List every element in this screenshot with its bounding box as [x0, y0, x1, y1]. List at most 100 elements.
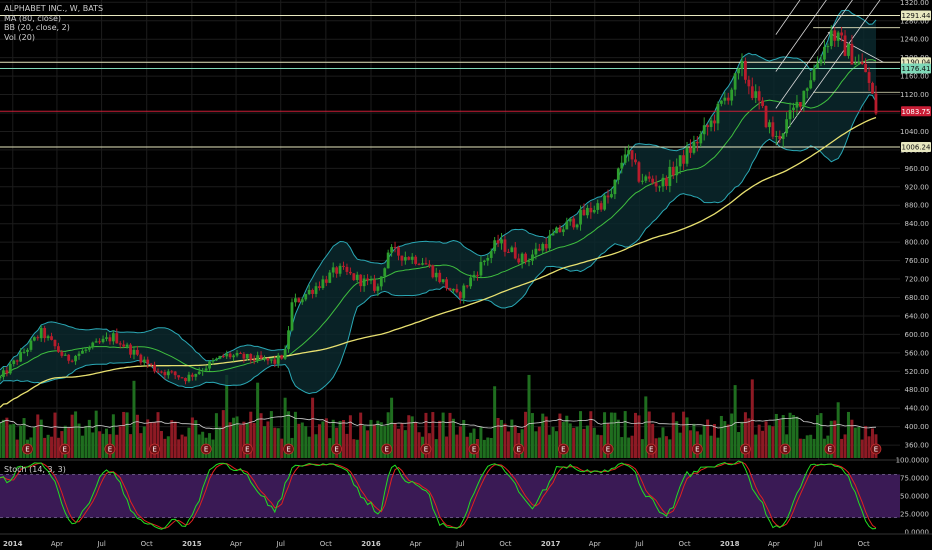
indicator-ma[interactable]: MA (80, close): [4, 13, 62, 23]
symbol-title[interactable]: ALPHABET INC., W, BATS: [4, 4, 104, 13]
candle-body: [166, 371, 170, 376]
candle-body: [15, 360, 19, 362]
earnings-label: E: [25, 446, 29, 454]
volume-bar: [15, 439, 19, 458]
indicator-bb[interactable]: BB (20, close, 2): [4, 23, 70, 32]
legend: ALPHABET INC., W, BATS MA (80, close) BB…: [4, 4, 103, 42]
candle-body: [300, 299, 304, 303]
volume-bar: [348, 415, 352, 458]
volume-bar: [503, 423, 507, 458]
volume-bar: [651, 423, 655, 458]
volume-bar: [328, 438, 332, 458]
time-axis[interactable]: 2014 Apr Jul Oct 2015 Apr Jul Oct 2016 Apr Jul Oct 2…: [0, 533, 932, 548]
horizontal-levels[interactable]: [0, 14, 900, 148]
volume-bar: [489, 437, 493, 458]
price-tick: 400.00: [905, 423, 930, 431]
volume-bar: [613, 412, 617, 458]
volume-bar: [256, 382, 260, 458]
time-tick: 2016: [361, 540, 381, 548]
candle-body: [304, 294, 308, 300]
volume-bar: [527, 374, 531, 458]
candle-body: [864, 63, 868, 73]
candle-body: [156, 371, 160, 373]
volume-bar: [166, 436, 170, 458]
candle-body: [376, 286, 380, 291]
volume-bar: [561, 421, 565, 458]
channel-line: [775, 0, 827, 72]
volume-bar: [719, 415, 723, 458]
volume-bar: [22, 418, 26, 458]
candles: [0, 25, 878, 385]
volume-bar: [647, 411, 651, 458]
candle-body: [713, 120, 716, 124]
candle-body: [634, 159, 637, 163]
volume-bar: [864, 425, 868, 458]
candle-body: [400, 255, 404, 261]
candle-body: [170, 371, 174, 373]
candle-body: [256, 355, 260, 361]
stoch-title[interactable]: Stoch (14, 3, 3): [4, 465, 66, 474]
candle-body: [658, 186, 661, 188]
candle-body: [221, 355, 225, 357]
candle-body: [397, 247, 400, 256]
stoch-axis[interactable]: 100.0000 75.0000 50.0000 25.0000 0.0000: [896, 457, 929, 537]
candle-body: [105, 337, 108, 339]
candle-body: [0, 376, 2, 379]
volume-bar: [802, 438, 806, 458]
volume-bar: [500, 419, 504, 458]
volume-bar: [455, 434, 459, 458]
candle-body: [211, 360, 215, 362]
candle-body: [589, 207, 593, 213]
volume-bar: [798, 438, 802, 458]
volume-bar: [311, 397, 315, 458]
volume-bar: [390, 397, 394, 458]
candle-body: [795, 102, 799, 108]
volume-bar: [572, 427, 576, 458]
volume-bar: [462, 419, 466, 458]
candle-body: [331, 267, 335, 273]
earnings-icon: [645, 443, 657, 455]
candle-body: [427, 264, 431, 266]
volume-bar: [857, 427, 861, 458]
candle-body: [245, 353, 249, 359]
indicator-vol[interactable]: Vol (20): [4, 32, 35, 42]
earnings-label: E: [286, 446, 290, 454]
candle-body: [716, 103, 720, 124]
candle-body: [692, 141, 696, 153]
volume-bar: [816, 415, 820, 458]
price-tick: 640.00: [905, 312, 930, 320]
candle-body: [407, 257, 411, 260]
earnings-icon: [740, 443, 751, 455]
candle-body: [685, 147, 689, 164]
volume-bar: [214, 413, 218, 458]
volume-bar: [496, 418, 500, 458]
volume-bar: [579, 411, 583, 458]
volume-bar: [544, 416, 548, 458]
volume-bar: [482, 439, 486, 458]
candle-body: [506, 251, 510, 253]
volume-bar: [400, 423, 404, 458]
volume-bar: [80, 435, 84, 458]
volume-bar: [805, 435, 809, 458]
candle-body: [482, 260, 486, 262]
volume-bar: [843, 434, 847, 458]
volume-bar: [603, 412, 607, 458]
price-tag-label: 1006.24: [902, 144, 931, 152]
earnings-icon: [149, 443, 160, 455]
candle-body: [496, 240, 500, 244]
candle-body: [359, 274, 363, 287]
volume-bar: [551, 426, 555, 458]
candle-body: [194, 373, 198, 377]
volume-bar: [554, 431, 558, 458]
candle-body: [184, 377, 187, 382]
candle-body: [160, 371, 163, 373]
time-tick: Jul: [813, 540, 823, 548]
volume-bar: [276, 428, 280, 458]
channel-line: [775, 0, 881, 146]
volume-bar: [743, 412, 747, 458]
volume-bar: [342, 420, 346, 458]
stoch-tick: 50.0000: [900, 493, 929, 501]
price-tick: 1320.00: [900, 0, 929, 7]
